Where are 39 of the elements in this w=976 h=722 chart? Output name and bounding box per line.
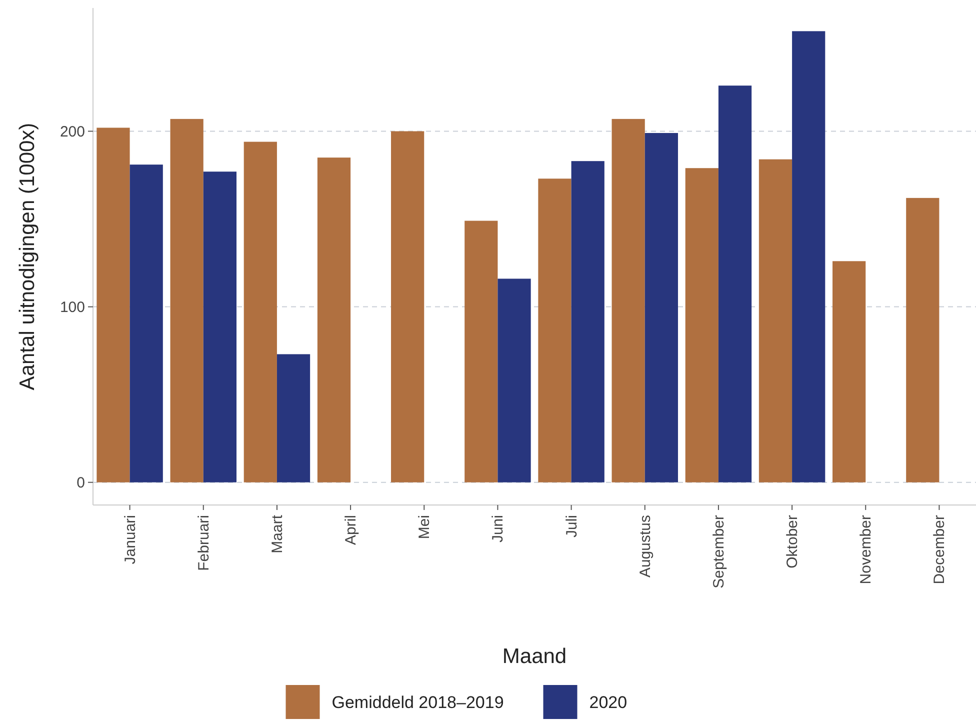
bar (612, 118, 645, 482)
bar (538, 178, 572, 482)
x-tick-label: Februari (195, 515, 212, 571)
x-tick-label: December (931, 515, 948, 584)
y-tick-label: 0 (76, 474, 85, 492)
x-tick-label: Oktober (784, 515, 802, 568)
x-tick-label: Augustus (636, 515, 654, 578)
bar (498, 278, 531, 482)
bar (391, 131, 424, 482)
x-tick-label: April (342, 515, 360, 546)
bar (792, 31, 826, 482)
bar (718, 86, 752, 482)
bar (130, 164, 163, 482)
bar (317, 158, 351, 482)
x-tick-label: Juli (563, 515, 580, 538)
bar (685, 168, 718, 482)
legend-label: 2020 (589, 692, 628, 712)
bar (758, 159, 792, 482)
x-tick-label: Maart (268, 514, 286, 554)
x-tick-label: Juni (490, 515, 507, 543)
x-tick-label: November (858, 515, 875, 584)
bar (832, 261, 866, 482)
y-tick-label: 100 (60, 299, 85, 316)
bar (464, 220, 498, 482)
x-tick-label: September (710, 514, 728, 588)
y-tick-label: 200 (60, 123, 85, 140)
x-tick-label: Januari (122, 515, 139, 564)
x-axis-title: Maand (502, 645, 567, 668)
x-tick-label: Mei (416, 515, 434, 540)
legend-label: Gemiddeld 2018–2019 (332, 692, 504, 712)
bar (96, 128, 130, 482)
bar (571, 161, 604, 482)
bar (170, 118, 204, 482)
bar (644, 132, 678, 482)
bar (276, 354, 310, 482)
y-axis-title: Aantal uitnodigingen (1000x) (16, 122, 39, 390)
bar (244, 142, 277, 482)
bar (203, 172, 236, 482)
bar (906, 198, 940, 482)
